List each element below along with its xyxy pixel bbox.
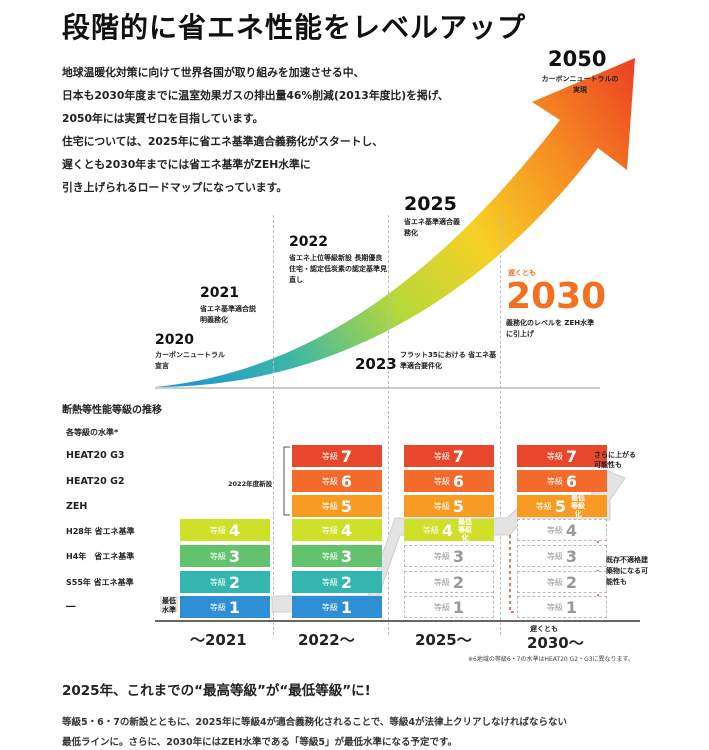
- summary-line: 等級5・6・7の新設とともに、2025年に等級4が適合義務化されることで、等級4…: [62, 714, 567, 728]
- axis-label-2022: 2022〜: [298, 629, 355, 650]
- summary-heading: 2025年、これまでの“最高等級”が“最低等級”に!: [62, 679, 371, 699]
- footnote: ※6地域の等級6・7の水準はHEAT20 G2・G3に異なります。: [468, 654, 634, 663]
- axis-label-2021: 〜2021: [190, 629, 247, 650]
- axis-label-2030: 2030〜: [527, 632, 584, 653]
- summary-line: 最低ラインに。さらに、2030年にはZEH水準である「等級5」が最低水準になる予…: [62, 734, 457, 748]
- axis-label-2025: 2025〜: [415, 629, 472, 650]
- page: 段階的に省エネ性能をレベルアップ 地球温暖化対策に向けて世界各国が取り組みを加速…: [0, 0, 709, 750]
